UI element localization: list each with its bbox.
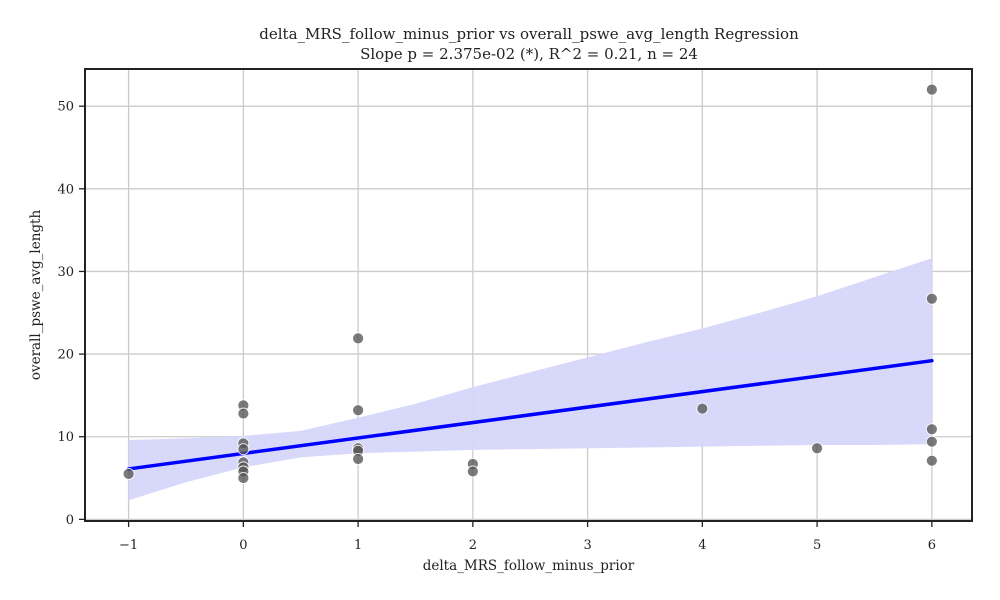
data-point <box>237 443 250 456</box>
data-point <box>925 423 938 436</box>
data-point <box>925 435 938 448</box>
x-tick-label: 3 <box>583 538 591 553</box>
x-tick-label: 6 <box>928 538 936 553</box>
data-point <box>122 467 135 480</box>
x-tick-label: 2 <box>469 538 477 553</box>
confidence-band <box>128 258 932 501</box>
data-point <box>925 83 938 96</box>
data-point <box>466 465 479 478</box>
y-tick-label: 0 <box>66 513 74 528</box>
confidence-band-layer <box>128 258 932 501</box>
x-tick-label: 4 <box>698 538 706 553</box>
regression-line <box>126 358 934 471</box>
data-point <box>925 454 938 467</box>
x-tick-label: 1 <box>354 538 362 553</box>
y-tick-label: 40 <box>57 182 74 197</box>
data-points <box>122 83 938 484</box>
x-axis-label: delta_MRS_follow_minus_prior <box>423 558 635 574</box>
chart-subtitle: Slope p = 2.375e-02 (*), R^2 = 0.21, n =… <box>360 45 698 63</box>
plot-frame <box>84 68 973 522</box>
data-point <box>237 407 250 420</box>
data-point <box>925 292 938 305</box>
regression-line-layer <box>126 358 934 471</box>
y-tick-label: 10 <box>57 430 74 445</box>
x-tick-label: −1 <box>119 538 138 553</box>
y-tick-label: 30 <box>57 265 74 280</box>
y-tick-label: 20 <box>57 348 74 363</box>
x-tick-label: 0 <box>239 538 247 553</box>
chart-title: delta_MRS_follow_minus_prior vs overall_… <box>259 25 799 43</box>
x-tick-label: 5 <box>813 538 821 553</box>
y-axis-ticks: 0 10 20 30 40 50 <box>57 100 85 528</box>
axes-frame <box>84 68 973 522</box>
data-point <box>696 402 709 415</box>
data-point <box>811 442 823 455</box>
y-tick-label: 50 <box>57 100 74 115</box>
data-point <box>352 404 364 417</box>
data-point <box>352 453 364 465</box>
data-point <box>237 472 250 484</box>
x-axis-ticks: −1 0 1 2 3 4 5 6 <box>119 521 936 553</box>
y-axis-label: overall_pswe_avg_length <box>28 210 44 381</box>
data-point <box>352 332 364 345</box>
